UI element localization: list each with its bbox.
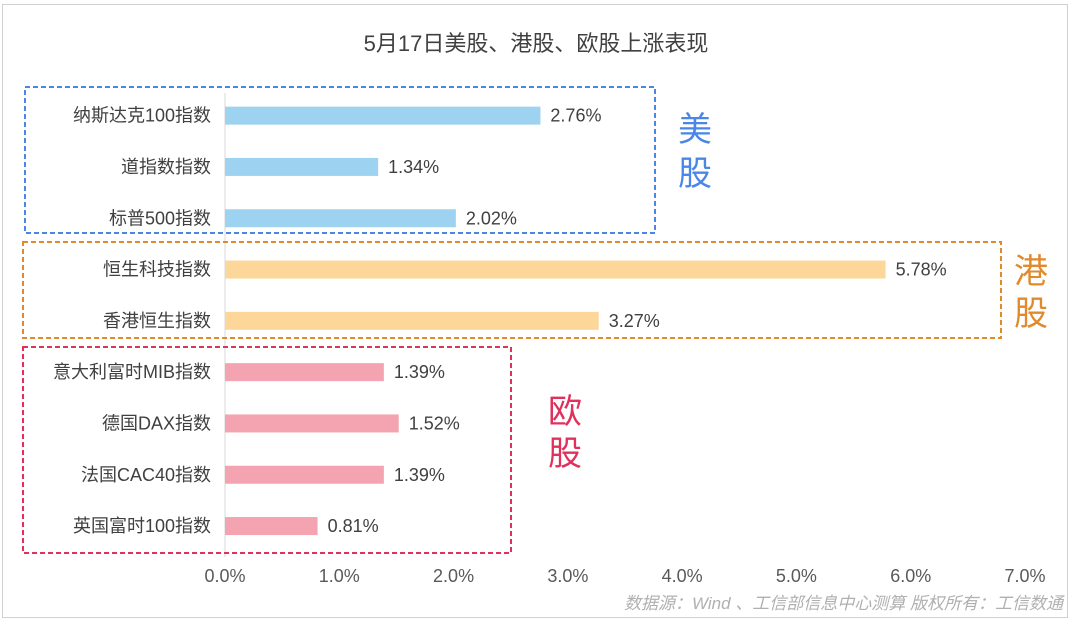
data-label: 1.39% [394, 362, 445, 382]
category-label: 德国DAX指数 [102, 413, 211, 433]
group-label-line1: 美 [678, 111, 712, 149]
category-label: 香港恒生指数 [103, 311, 211, 331]
x-tick-label: 6.0% [890, 566, 931, 586]
category-label: 道指数指数 [121, 157, 211, 177]
data-label: 2.02% [466, 208, 517, 228]
x-tick-label: 3.0% [547, 566, 588, 586]
x-axis-ticks: 0.0% 1.0% 2.0% 3.0% 4.0% 5.0% 6.0% 7.0% [204, 566, 1045, 586]
x-tick-label: 0.0% [204, 566, 245, 586]
group-box [24, 86, 656, 234]
group-label-line1: 欧 [548, 393, 582, 431]
x-tick-label: 7.0% [1004, 566, 1045, 586]
value-labels: 2.76% 1.34% 2.02% 5.78% 3.27% 1.39% 1.52% 1.39%… [328, 106, 947, 536]
bar [225, 414, 399, 433]
bar [225, 157, 379, 176]
bar [225, 517, 318, 536]
category-label: 法国CAC40指数 [81, 465, 211, 485]
chart-container: 5月17日美股、港股、欧股上涨表现 纳斯达克100指数道指数指数标普500指数恒… [2, 4, 1068, 618]
category-label: 英国富时100指数 [73, 516, 211, 536]
bar [225, 363, 384, 382]
bar [225, 106, 541, 125]
category-label: 纳斯达克100指数 [73, 106, 211, 126]
group-label-line2: 股 [1014, 295, 1048, 333]
bar [225, 311, 599, 330]
category-labels: 纳斯达克100指数道指数指数标普500指数恒生科技指数香港恒生指数意大利富时MI… [53, 106, 211, 536]
x-tick-label: 5.0% [776, 566, 817, 586]
group-boxes [22, 86, 1002, 554]
group-label-line1: 港 [1014, 253, 1048, 291]
data-label: 1.34% [388, 157, 439, 177]
bar [225, 260, 886, 279]
x-tick-label: 2.0% [433, 566, 474, 586]
group-label-line2: 股 [548, 435, 582, 473]
group-label-line2: 股 [678, 155, 712, 193]
data-label: 1.52% [409, 413, 460, 433]
category-label: 标普500指数 [109, 208, 211, 228]
x-tick-label: 1.0% [319, 566, 360, 586]
chart-title: 5月17日美股、港股、欧股上涨表现 [364, 31, 709, 56]
category-label: 恒生科技指数 [103, 260, 211, 280]
bars [225, 106, 886, 536]
x-tick-label: 4.0% [662, 566, 703, 586]
category-label: 意大利富时MIB指数 [53, 362, 211, 382]
group-box [22, 241, 1002, 339]
data-label: 2.76% [550, 106, 601, 126]
data-label: 3.27% [609, 311, 660, 331]
bar-chart: 5月17日美股、港股、欧股上涨表现 纳斯达克100指数道指数指数标普500指数恒… [22, 31, 1065, 613]
bar [225, 209, 456, 228]
data-label: 1.39% [394, 465, 445, 485]
group-box [22, 346, 512, 554]
data-label: 0.81% [328, 516, 379, 536]
data-label: 5.78% [896, 260, 947, 280]
source-note: 数据源：Wind 、工信部信息中心测算 版权所有：工信数通 [624, 594, 1065, 613]
bar [225, 465, 384, 484]
